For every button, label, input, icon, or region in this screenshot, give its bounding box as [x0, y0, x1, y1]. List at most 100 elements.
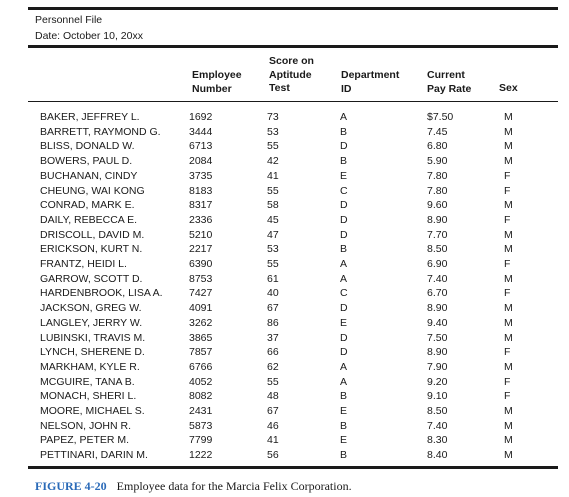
cell-emp: 5873: [189, 419, 213, 432]
cell-score: 55: [267, 140, 279, 153]
column-header-line: Pay Rate: [427, 82, 472, 95]
table-row: MCGUIRE, TANA B. 4052 55 A 9.20 F: [40, 375, 524, 390]
cell-sex: F: [504, 258, 511, 271]
cell-name: LYNCH, SHERENE D.: [40, 346, 145, 359]
cell-score: 41: [267, 434, 279, 447]
cell-score: 53: [267, 243, 279, 256]
cell-sex: M: [504, 155, 513, 168]
cell-score: 53: [267, 125, 279, 138]
cell-emp: 6713: [189, 140, 213, 153]
cell-name: JACKSON, GREG W.: [40, 302, 142, 315]
cell-sex: F: [504, 390, 511, 403]
table-row: ERICKSON, KURT N. 2217 53 B 8.50 M: [40, 242, 524, 257]
cell-sex: M: [504, 419, 513, 432]
table-row: PAPEZ, PETER M. 7799 41 E 8.30 M: [40, 433, 524, 448]
cell-emp: 7427: [189, 287, 213, 300]
cell-emp: 8317: [189, 199, 213, 212]
cell-sex: F: [504, 184, 511, 197]
table-row: BUCHANAN, CINDY 3735 41 E 7.80 F: [40, 169, 524, 184]
cell-dept: A: [340, 111, 348, 123]
cell-dept: E: [340, 316, 348, 329]
table-row: BAKER, JEFFREY L. 1692 73 A $7.50 M: [40, 110, 524, 125]
header-rule: [28, 45, 558, 48]
cell-sex: M: [504, 228, 513, 241]
cell-score: 67: [267, 405, 279, 418]
cell-name: BUCHANAN, CINDY: [40, 169, 138, 182]
cell-sex: M: [504, 140, 513, 153]
cell-dept: B: [340, 390, 348, 403]
column-header-line: Department: [341, 69, 400, 81]
column-header-line: Number: [192, 82, 232, 95]
cell-pay: 9.60: [427, 199, 448, 212]
cell-sex: M: [504, 111, 513, 123]
cell-sex: M: [504, 302, 513, 315]
file-title: Personnel File: [35, 14, 103, 26]
cell-pay: 8.90: [427, 346, 448, 359]
cell-name: CHEUNG, WAI KONG: [40, 184, 145, 197]
table-row: MONACH, SHERI L. 8082 48 B 9.10 F: [40, 389, 524, 404]
column-header-line: Aptitude: [269, 68, 312, 81]
cell-emp: 8082: [189, 390, 213, 403]
cell-sex: F: [504, 213, 511, 226]
table-row: LYNCH, SHERENE D. 7857 66 D 8.90 F: [40, 345, 524, 360]
cell-dept: B: [340, 243, 348, 256]
table-row: CHEUNG, WAI KONG 8183 55 C 7.80 F: [40, 184, 524, 199]
cell-dept: B: [340, 155, 348, 168]
cell-pay: 7.70: [427, 228, 448, 241]
cell-pay: 6.70: [427, 287, 448, 300]
cell-name: BARRETT, RAYMOND G.: [40, 125, 161, 138]
cell-name: MARKHAM, KYLE R.: [40, 360, 140, 373]
cell-pay: 7.80: [427, 184, 448, 197]
cell-pay: 8.90: [427, 213, 448, 226]
cell-score: 42: [267, 155, 279, 168]
cell-pay: 7.50: [427, 331, 448, 344]
cell-name: CONRAD, MARK E.: [40, 199, 135, 212]
cell-pay: 7.80: [427, 169, 448, 182]
cell-name: HARDENBROOK, LISA A.: [40, 287, 163, 300]
cell-dept: C: [340, 287, 348, 300]
cell-sex: M: [504, 331, 513, 344]
column-header-sex: Sex: [499, 82, 518, 96]
cell-emp: 3865: [189, 331, 213, 344]
column-header-line: ID: [341, 82, 352, 95]
cell-dept: B: [340, 449, 348, 462]
cell-dept: E: [340, 405, 348, 418]
employee-table-body: BAKER, JEFFREY L. 1692 73 A $7.50 M BARRETT, R…: [40, 110, 524, 463]
cell-emp: 8183: [189, 184, 213, 197]
cell-emp: 4052: [189, 375, 213, 388]
cell-pay: 8.50: [427, 243, 448, 256]
cell-dept: D: [340, 140, 348, 153]
cell-emp: 3735: [189, 169, 213, 182]
cell-pay: $7.50: [427, 111, 454, 123]
cell-pay: 7.40: [427, 272, 448, 285]
cell-name: MONACH, SHERI L.: [40, 390, 137, 403]
cell-pay: 7.90: [427, 360, 448, 373]
cell-emp: 8753: [189, 272, 213, 285]
cell-emp: 7799: [189, 434, 213, 447]
figure-caption: FIGURE 4-20 Employee data for the Marcia …: [35, 479, 352, 494]
column-header-employee-number: Employee Number: [192, 69, 242, 96]
cell-dept: A: [340, 375, 348, 388]
cell-dept: D: [340, 331, 348, 344]
cell-sex: M: [504, 272, 513, 285]
cell-dept: B: [340, 125, 348, 138]
table-row: BLISS, DONALD W. 6713 55 D 6.80 M: [40, 139, 524, 154]
cell-score: 48: [267, 390, 279, 403]
cell-name: BLISS, DONALD W.: [40, 140, 135, 153]
cell-emp: 1222: [189, 449, 213, 462]
cell-dept: B: [340, 419, 348, 432]
cell-score: 55: [267, 184, 279, 197]
cell-name: DRISCOLL, DAVID M.: [40, 228, 145, 241]
column-header-line: Test: [269, 82, 290, 94]
cell-score: 73: [267, 111, 279, 123]
cell-score: 66: [267, 346, 279, 359]
cell-emp: 3262: [189, 316, 213, 329]
cell-sex: M: [504, 316, 513, 329]
cell-emp: 3444: [189, 125, 213, 138]
cell-emp: 5210: [189, 228, 213, 241]
cell-dept: D: [340, 346, 348, 359]
cell-emp: 2336: [189, 213, 213, 226]
cell-dept: A: [340, 272, 348, 285]
cell-pay: 6.90: [427, 258, 448, 271]
cell-pay: 9.40: [427, 316, 448, 329]
